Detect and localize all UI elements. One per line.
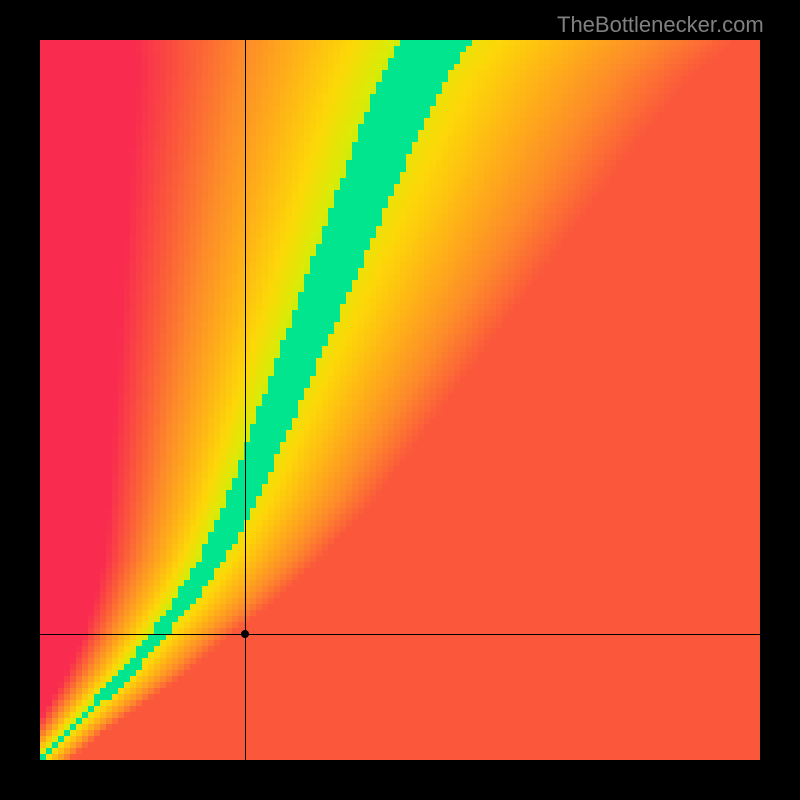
crosshair-marker [241, 630, 249, 638]
watermark-text: TheBottlenecker.com [557, 12, 764, 38]
crosshair-horizontal [40, 634, 760, 635]
crosshair-vertical [245, 40, 246, 760]
heatmap-canvas [40, 40, 760, 760]
bottleneck-heatmap [40, 40, 760, 760]
